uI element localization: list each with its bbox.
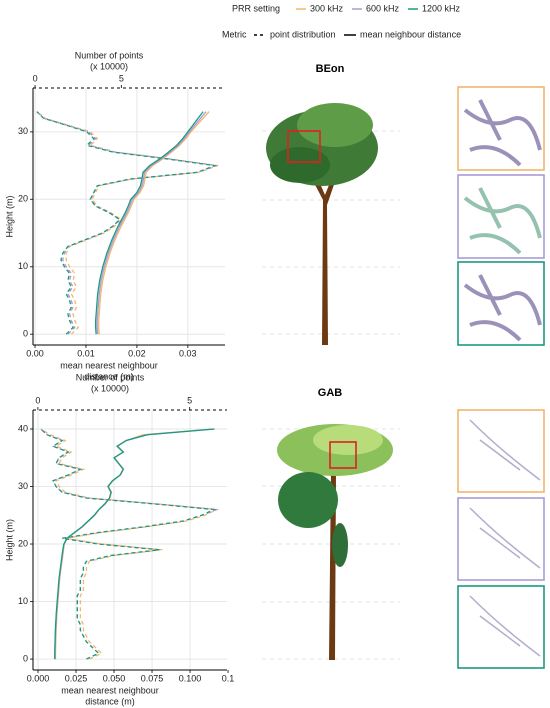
x-tick-label: 0.01 (77, 348, 95, 358)
panel-title: BEon (316, 63, 345, 75)
y-tick-label: 30 (18, 126, 28, 136)
inset-1200 (457, 585, 545, 669)
x-tick-label: 0.100 (179, 673, 202, 683)
x-axis-label: mean nearest neighbour (61, 685, 159, 695)
point-distribution-line (36, 111, 218, 335)
trunk (310, 170, 338, 345)
inset-600 (457, 497, 545, 581)
inset-1200 (457, 261, 545, 346)
inset-600 (457, 174, 545, 259)
distance-line (98, 111, 210, 335)
y-tick-label: 10 (18, 261, 28, 271)
x-tick-label: 0.02 (128, 348, 146, 358)
y-tick-label: 0 (23, 653, 28, 663)
y-axis-label: Height (m) (4, 519, 14, 561)
legend-label: 1200 kHz (422, 3, 461, 13)
panel-title: GAB (318, 387, 343, 399)
zoom-box (329, 441, 357, 469)
x-axis-label: distance (m) (84, 371, 134, 381)
inset-300 (457, 409, 545, 493)
point-distribution-line (36, 111, 219, 335)
x-tick-label: 0.03 (179, 348, 197, 358)
x2-axis-label: (x 10000) (91, 383, 129, 393)
legend-label: mean neighbour distance (360, 29, 461, 39)
canopy (313, 425, 383, 455)
y-tick-label: 20 (18, 538, 28, 548)
y-tick-label: 0 (23, 329, 28, 339)
legend-label: 300 kHz (310, 3, 344, 13)
x-tick-label: 0.000 (27, 673, 50, 683)
x2-tick-label: 5 (119, 73, 124, 83)
canopy (278, 472, 338, 528)
x2-tick-label: 5 (187, 395, 192, 405)
x2-axis-label: (x 10000) (90, 61, 128, 71)
y-tick-label: 20 (18, 194, 28, 204)
tree-beon (262, 103, 400, 345)
x-tick-label: 0.050 (103, 673, 126, 683)
x-axis-label: distance (m) (85, 696, 135, 706)
x2-tick-label: 0 (33, 73, 38, 83)
y-axis-label: Height (m) (4, 195, 14, 237)
x-tick-label: 0.1 (222, 673, 235, 683)
distance-line (94, 111, 204, 335)
canopy (270, 147, 330, 183)
inset-300 (457, 86, 545, 171)
canopy (297, 103, 373, 147)
x-tick-label: 0.075 (141, 673, 164, 683)
distance-line (96, 111, 207, 335)
distance-line (54, 428, 215, 660)
zoom-box (287, 130, 321, 163)
x2-axis-label: Number of points (76, 372, 145, 382)
inset-texture (463, 99, 542, 657)
y-tick-label: 10 (18, 596, 28, 606)
legend-title: PRR setting (232, 3, 280, 13)
tree-gab (262, 424, 400, 660)
x-tick-label: 0.00 (26, 348, 44, 358)
x2-tick-label: 0 (35, 395, 40, 405)
legend-label: 600 kHz (366, 3, 400, 13)
y-tick-label: 40 (18, 423, 28, 433)
point-distribution-line (36, 111, 217, 335)
legend-title: Metric (222, 29, 247, 39)
x-tick-label: 0.025 (65, 673, 88, 683)
point-distribution-line (40, 428, 218, 660)
legend-label: point distribution (270, 29, 336, 39)
x-axis-label: mean nearest neighbour (60, 360, 158, 370)
y-tick-label: 30 (18, 481, 28, 491)
canopy (332, 523, 348, 567)
x2-axis-label: Number of points (75, 50, 144, 60)
